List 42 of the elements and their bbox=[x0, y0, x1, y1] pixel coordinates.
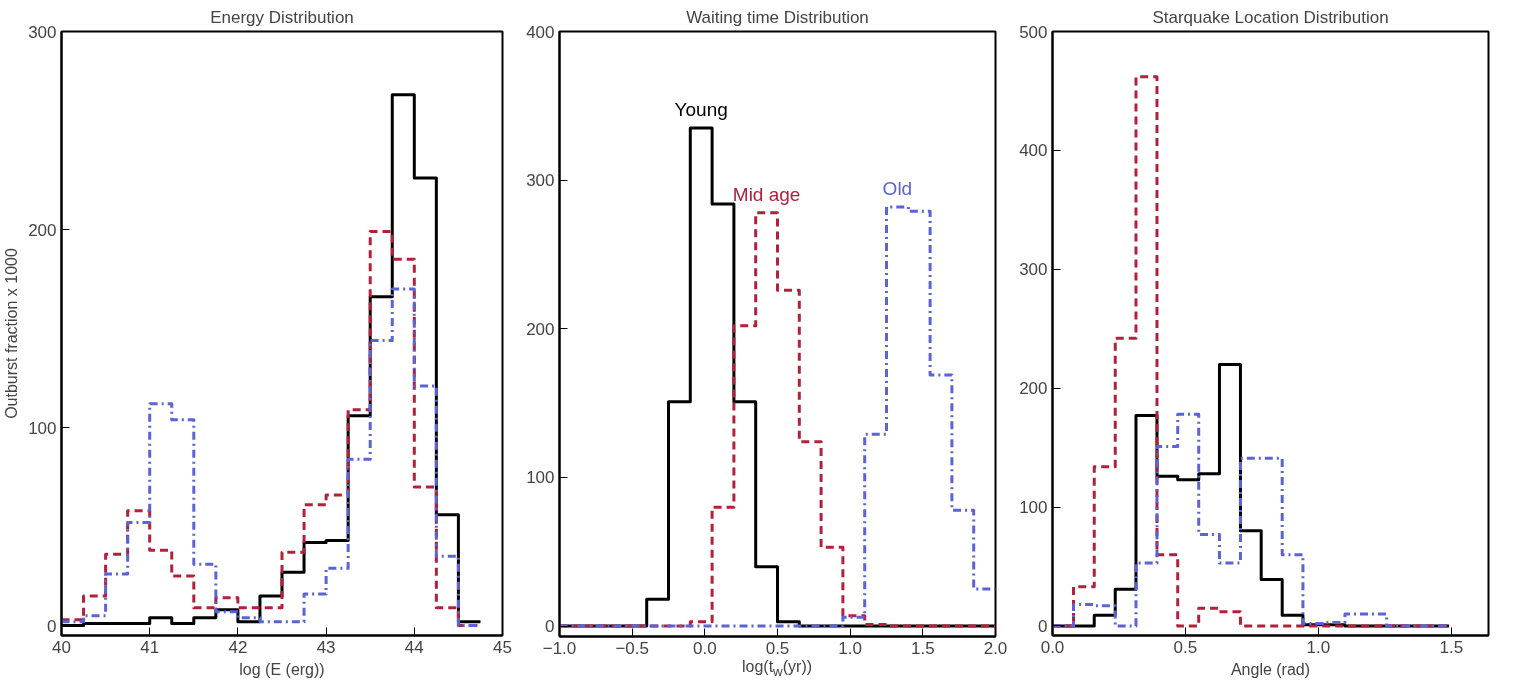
y-tick-label: 300 bbox=[1019, 260, 1048, 280]
x-tick-label: −1.0 bbox=[542, 638, 577, 658]
x-tick-label: 1.5 bbox=[911, 638, 935, 658]
x-axis-title: log (E (erg)) bbox=[239, 660, 325, 678]
x-tick-label: 0.0 bbox=[693, 638, 717, 658]
y-axis-title: Outburst fraction x 1000 bbox=[3, 248, 21, 419]
x-tick-label: 0.5 bbox=[765, 638, 790, 658]
x-tick-label: 0.0 bbox=[1040, 637, 1065, 657]
y-tick-label: 0 bbox=[1038, 616, 1048, 636]
y-tick-label: 300 bbox=[28, 22, 57, 42]
x-tick-label: 2.0 bbox=[983, 638, 1008, 658]
x-tick-label: 1.0 bbox=[838, 638, 862, 658]
y-tick-label: 200 bbox=[1019, 379, 1048, 399]
x-tick-label: −0.5 bbox=[615, 638, 649, 658]
y-tick-label: 300 bbox=[526, 171, 555, 191]
x-axis-title: Angle (rad) bbox=[1230, 660, 1311, 678]
x-tick-label: 42 bbox=[228, 637, 248, 657]
y-tick-label: 200 bbox=[526, 319, 555, 339]
x-tick-label: 1.5 bbox=[1439, 637, 1464, 657]
x-tick-label: 40 bbox=[52, 637, 71, 657]
x-tick-label: 1.0 bbox=[1306, 637, 1331, 657]
y-tick-label: 200 bbox=[28, 220, 57, 240]
series-label: Young bbox=[674, 99, 728, 121]
y-tick-label: 0 bbox=[47, 616, 57, 636]
chart-title: Starquake Location Distribution bbox=[1152, 7, 1389, 27]
x-tick-label: 45 bbox=[493, 637, 512, 657]
y-tick-label: 0 bbox=[545, 617, 555, 637]
chart-title: Energy Distribution bbox=[210, 7, 354, 27]
y-tick-label: 500 bbox=[1019, 22, 1048, 42]
y-tick-label: 400 bbox=[1019, 141, 1048, 161]
y-tick-label: 100 bbox=[1019, 498, 1048, 518]
x-axis-title: log(t$_{w}$(yr)) bbox=[741, 657, 813, 682]
y-tick-label: 100 bbox=[526, 468, 555, 488]
x-tick-label: 44 bbox=[404, 637, 424, 657]
series-label: Mid age bbox=[732, 183, 801, 205]
y-tick-label: 100 bbox=[28, 418, 57, 438]
series-label: Old bbox=[882, 177, 913, 199]
y-tick-label: 400 bbox=[526, 22, 555, 42]
chart-title: Waiting time Distribution bbox=[686, 7, 869, 27]
x-tick-label: 41 bbox=[140, 637, 160, 657]
x-tick-label: 43 bbox=[316, 637, 336, 657]
x-tick-label: 0.5 bbox=[1173, 637, 1198, 657]
